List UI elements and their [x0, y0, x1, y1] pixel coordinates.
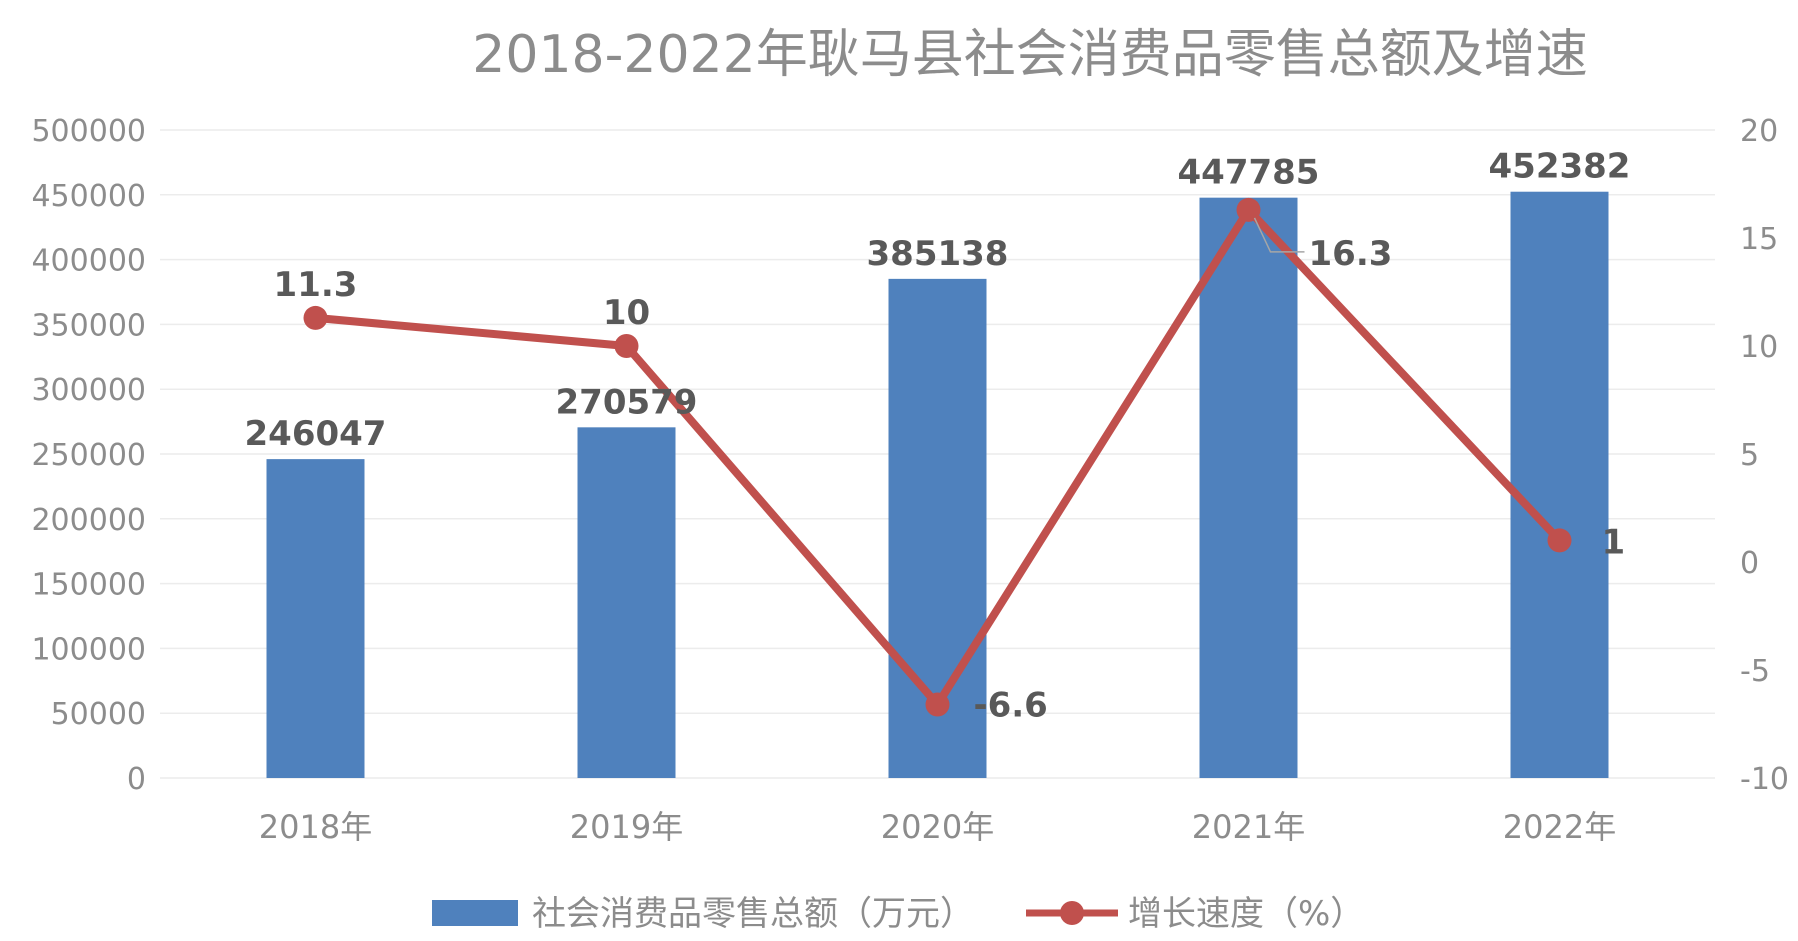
right-y-tick-label: 5 [1740, 438, 1759, 473]
right-y-tick-label: -5 [1740, 654, 1770, 689]
legend-bar-swatch [432, 900, 518, 926]
line-marker [1547, 528, 1572, 553]
bar-data-label: 452382 [1489, 147, 1631, 187]
bar [266, 459, 365, 778]
line-data-label: 10 [603, 293, 650, 333]
x-tick-label: 2021年 [1192, 808, 1305, 846]
line-data-label: 11.3 [274, 265, 358, 305]
x-tick-label: 2020年 [881, 808, 994, 846]
line-marker [614, 334, 639, 358]
left-y-tick-label: 500000 [31, 114, 146, 149]
left-y-tick-label: 50000 [51, 697, 146, 732]
label-leader-line [1253, 217, 1305, 253]
bar [1199, 197, 1298, 778]
x-tick-label: 2019年 [570, 808, 683, 846]
bar-data-label: 385138 [867, 234, 1009, 274]
left-y-tick-label: 350000 [31, 308, 146, 343]
bar-data-label: 246047 [245, 414, 387, 454]
bar-data-label: 447785 [1178, 153, 1320, 193]
left-y-tick-label: 250000 [31, 438, 146, 473]
left-y-tick-label: 400000 [31, 244, 146, 279]
data-labels: 246047 270579 385138 447785 452382 11.3 10 -6.6… [245, 147, 1631, 726]
legend-line-marker [1060, 901, 1084, 925]
right-y-tick-label: 20 [1740, 114, 1778, 149]
bar [1510, 191, 1609, 779]
line-marker [925, 692, 950, 717]
legend: 社会消费品零售总额（万元） 增长速度（%） [432, 894, 1364, 934]
right-y-tick-label: 15 [1740, 222, 1778, 257]
right-y-tick-label: -10 [1740, 762, 1789, 797]
left-y-tick-label: 300000 [31, 373, 146, 408]
right-y-axis: -10 -5 0 5 10 15 20 [1740, 114, 1789, 797]
legend-bar-label: 社会消费品零售总额（万元） [532, 894, 974, 934]
x-tick-label: 2018年 [259, 808, 372, 846]
bar [577, 427, 676, 778]
left-y-tick-label: 150000 [31, 568, 146, 603]
line-series [303, 197, 1572, 717]
bar-data-label: 270579 [556, 382, 698, 422]
line-data-label: -6.6 [974, 686, 1048, 726]
bar-series [266, 191, 1609, 779]
chart-title: 2018-2022年耿马县社会消费品零售总额及增速 [472, 25, 1587, 85]
line-marker [1236, 197, 1261, 222]
left-y-tick-label: 100000 [31, 632, 146, 667]
legend-line-label: 增长速度（%） [1128, 894, 1364, 934]
left-y-axis: 0 50000 100000 150000 200000 250000 300000 3500… [31, 114, 146, 797]
right-y-tick-label: 10 [1740, 330, 1778, 365]
left-y-tick-label: 0 [127, 762, 146, 797]
line-data-label: 1 [1602, 522, 1626, 562]
line-marker [303, 305, 328, 330]
x-tick-label: 2022年 [1503, 808, 1616, 846]
x-axis: 2018年 2019年 2020年 2021年 2022年 [259, 808, 1616, 846]
line-data-label: 16.3 [1309, 234, 1393, 274]
right-y-tick-label: 0 [1740, 546, 1759, 581]
left-y-tick-label: 200000 [31, 503, 146, 538]
left-y-tick-label: 450000 [31, 179, 146, 214]
